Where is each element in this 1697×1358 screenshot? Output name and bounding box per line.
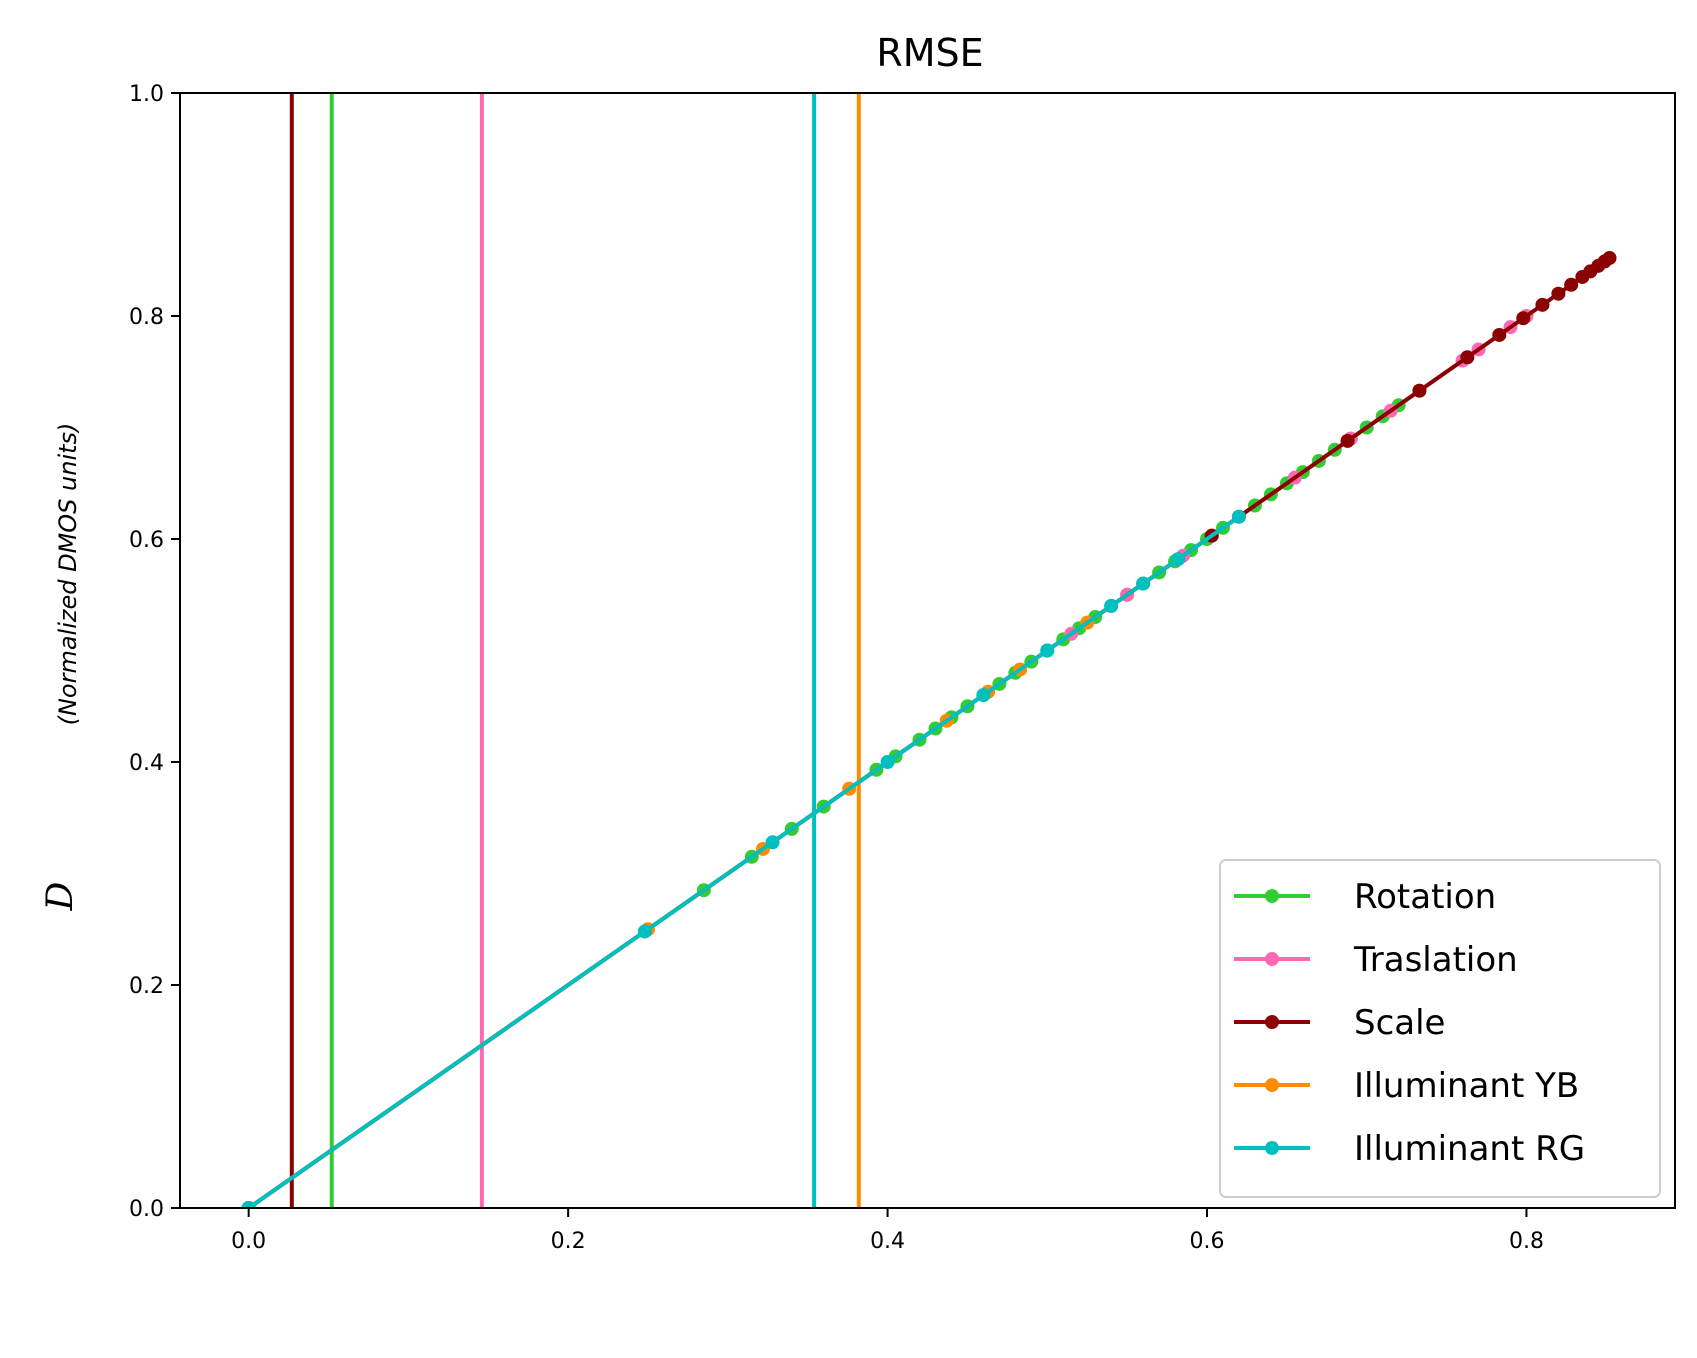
legend-entry-label: Illuminant YB	[1354, 1066, 1579, 1106]
data-point-illuminant-rg	[1040, 643, 1055, 658]
y-tick-label: 0.2	[129, 974, 164, 999]
data-point-scale	[1602, 251, 1617, 266]
y-tick-label: 0.6	[129, 528, 164, 553]
y-tick-label: 0.8	[129, 305, 164, 330]
series-line-illuminant-rg	[247, 515, 1241, 1208]
legend-entry-label: Illuminant RG	[1354, 1129, 1585, 1169]
legend: Rotation Traslation Scale Illuminant YB Illu…	[1219, 859, 1661, 1198]
data-point-scale	[1535, 297, 1550, 312]
plot-area	[241, 93, 1617, 1208]
x-tick-label: 0.4	[870, 1229, 905, 1254]
data-point-scale	[1516, 311, 1531, 326]
legend-box	[1219, 859, 1661, 1198]
data-point-illuminant-rg	[1136, 576, 1151, 591]
legend-swatch-marker	[1265, 952, 1279, 966]
y-axis-label-units: (Normalized DMOS units)	[54, 423, 82, 726]
data-point-scale	[1412, 383, 1427, 398]
legend-entry-label: Traslation	[1353, 940, 1518, 980]
data-point-illuminant-rg	[241, 1201, 256, 1208]
x-tick-label: 0.8	[1509, 1229, 1544, 1254]
y-tick-label: 1.0	[129, 82, 164, 107]
x-tick-label: 0.2	[551, 1229, 586, 1254]
data-point-scale	[1340, 433, 1355, 448]
data-point-illuminant-rg	[880, 755, 895, 769]
data-point-illuminant-rg	[1104, 598, 1119, 613]
data-point-scale	[1492, 327, 1507, 342]
data-point-illuminant-rg	[637, 924, 652, 939]
legend-entry-label: Scale	[1354, 1003, 1445, 1043]
x-tick-label: 0.0	[231, 1229, 266, 1254]
data-point-scale	[1460, 350, 1475, 365]
y-tick-label: 0.4	[129, 751, 164, 776]
y-axis-label-symbol: D	[40, 881, 81, 911]
axes-frame	[179, 92, 1676, 1209]
x-tick-label: 0.6	[1190, 1229, 1225, 1254]
legend-swatch-marker	[1265, 889, 1279, 903]
data-point-illuminant-rg	[765, 835, 780, 850]
legend-swatch-marker	[1265, 1015, 1279, 1029]
y-axis-label: (Normalized DMOS units) D	[40, 423, 82, 912]
data-point-illuminant-rg	[1231, 509, 1246, 524]
data-point-illuminant-rg	[976, 688, 991, 703]
data-point-scale	[1564, 277, 1579, 292]
data-point-illuminant-rg	[1171, 552, 1186, 567]
data-point-scale	[1551, 286, 1566, 301]
chart-title: RMSE	[876, 31, 983, 75]
legend-swatch-marker	[1265, 1078, 1279, 1092]
axes: 0.0 0.2 0.4 0.6 0.8 0.0 0.2 0.4 0.6 0.8 1.0	[129, 82, 1676, 1254]
legend-swatch-marker	[1265, 1141, 1279, 1155]
y-tick-label: 0.0	[129, 1197, 164, 1222]
legend-entry-label: Rotation	[1354, 877, 1496, 917]
